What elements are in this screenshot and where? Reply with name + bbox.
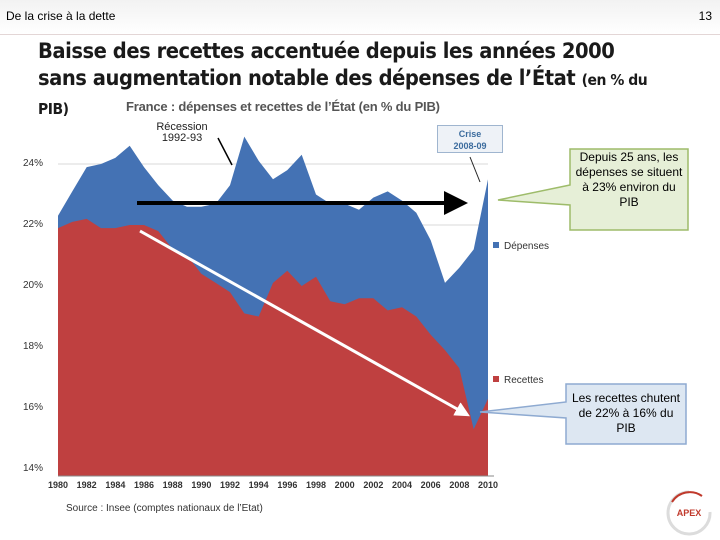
crise-label-line-1: Crise xyxy=(458,129,482,139)
chart-title: France : dépenses et recettes de l’État … xyxy=(126,99,440,114)
legend-swatch-recettes xyxy=(493,376,499,382)
x-tick-2006: 2006 xyxy=(420,480,441,490)
legend-depenses: Dépenses xyxy=(493,241,549,252)
x-tick-2002: 2002 xyxy=(363,480,384,490)
y-tick-20: 20% xyxy=(23,280,44,291)
recettes-callout-bubble xyxy=(479,383,687,445)
section-title: De la crise à la dette xyxy=(6,9,116,23)
x-tick-1998: 1998 xyxy=(305,480,327,490)
y-tick-14: 14% xyxy=(23,463,44,474)
title-suffix: (en % du PIB) xyxy=(38,71,648,118)
header-bar: De la crise à la dette 13 xyxy=(0,0,720,35)
recettes-callout-text: Les recettes chutent de 22% à 16% du PIB xyxy=(571,391,681,435)
crise-pointer xyxy=(469,156,481,183)
apex-logo: APEX xyxy=(666,490,712,536)
x-tick-1994: 1994 xyxy=(248,480,269,490)
x-tick-1988: 1988 xyxy=(162,480,183,490)
slide-title: Baisse des recettes accentuée depuis les… xyxy=(38,38,670,123)
x-tick-2010: 2010 xyxy=(477,480,499,490)
page-number: 13 xyxy=(698,9,712,23)
x-tick-2000: 2000 xyxy=(334,480,355,490)
x-tick-1986: 1986 xyxy=(133,480,155,490)
legend-recettes: Recettes xyxy=(493,375,543,386)
depenses-callout-text: Depuis 25 ans, les dépenses se situent à… xyxy=(575,150,683,209)
legend-label-depenses: Dépenses xyxy=(504,241,550,252)
y-tick-24: 24% xyxy=(23,158,44,169)
legend-label-recettes: Recettes xyxy=(504,375,544,386)
x-tick-1982: 1982 xyxy=(76,480,97,490)
x-tick-1996: 1996 xyxy=(277,480,298,490)
x-tick-1984: 1984 xyxy=(105,480,126,490)
logo-swoosh-icon xyxy=(671,491,703,503)
y-tick-16: 16% xyxy=(23,402,44,413)
title-line-1: Baisse des recettes accentuée depuis les… xyxy=(38,39,615,63)
title-line-2: sans augmentation notable des dépenses d… xyxy=(38,66,576,90)
logo-text: APEX xyxy=(677,508,702,518)
x-tick-2004: 2004 xyxy=(391,480,413,490)
y-tick-18: 18% xyxy=(23,341,44,352)
recession-pointer xyxy=(217,137,233,166)
x-tick-1992: 1992 xyxy=(219,480,241,490)
source-note: Source : Insee (comptes nationaux de l’E… xyxy=(66,503,263,514)
recettes-trend-arrow xyxy=(139,229,470,417)
x-tick-1980: 1980 xyxy=(47,480,69,490)
depenses-callout-bubble xyxy=(497,148,689,231)
x-tick-1990: 1990 xyxy=(191,480,212,490)
recession-label: Récession 1992-93 xyxy=(156,121,208,144)
crise-label-line-2: 2008-09 xyxy=(453,141,487,151)
legend-swatch-depenses xyxy=(493,242,499,248)
crise-label: Crise 2008-09 xyxy=(437,125,503,153)
recettes-area xyxy=(58,218,488,476)
x-tick-2008: 2008 xyxy=(449,480,470,490)
y-tick-22: 22% xyxy=(23,219,44,230)
